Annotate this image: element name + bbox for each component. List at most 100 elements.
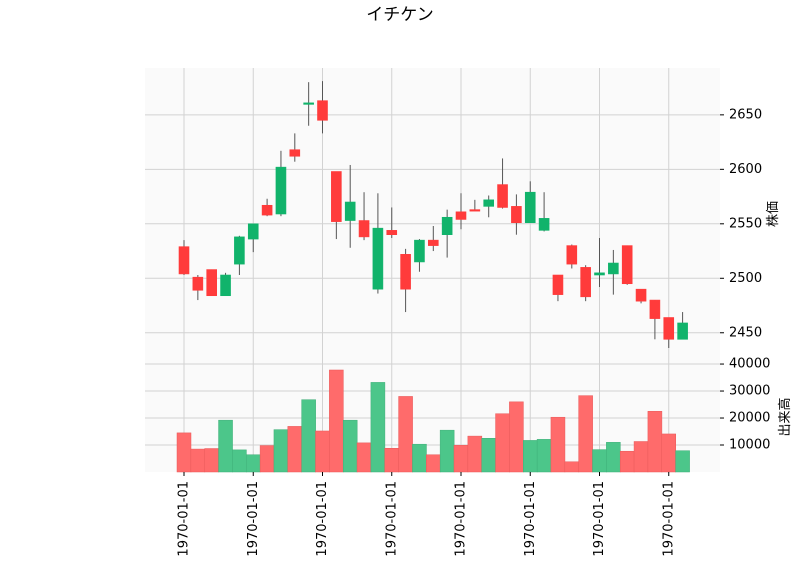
volume-bar (384, 448, 399, 473)
candle (206, 269, 217, 297)
candle (566, 244, 578, 269)
volume-bar (633, 441, 649, 473)
candle-body (580, 267, 591, 298)
candle (220, 272, 231, 297)
candle (275, 150, 287, 217)
candle-body (178, 246, 190, 275)
candle-body (594, 272, 605, 276)
candle-body (220, 274, 231, 297)
candle-body (372, 227, 384, 290)
candle (594, 237, 605, 287)
candle-body (677, 322, 688, 340)
x-tick-label: 1970-01-01 (592, 481, 607, 557)
price-tick-label: 2650 (729, 107, 762, 122)
volume-bar (550, 416, 566, 473)
price-tick-label: 2550 (729, 216, 762, 231)
volume-bar (190, 448, 206, 473)
candle-body (275, 166, 287, 215)
volume-tick-label: 30000 (729, 384, 770, 399)
volume-bar (426, 454, 441, 473)
candle-body (414, 239, 425, 263)
candle-body (400, 254, 411, 290)
candle-body (206, 269, 217, 297)
candle (372, 193, 384, 294)
candle (483, 195, 495, 218)
volume-bar (578, 395, 593, 473)
candle-body (663, 317, 675, 340)
volume-bar (218, 419, 233, 473)
x-tick-label: 1970-01-01 (177, 481, 192, 557)
candle (455, 193, 467, 230)
candle (358, 192, 370, 241)
candle (524, 181, 536, 224)
candle-body (538, 218, 550, 231)
candle (649, 299, 661, 340)
candle (331, 171, 342, 240)
price-axis-label: 株価 (766, 201, 781, 227)
x-tick-label: 1970-01-01 (454, 481, 469, 557)
candle (608, 249, 619, 295)
candle (303, 82, 314, 126)
candle-body (552, 274, 564, 295)
volume-bar (301, 399, 316, 473)
candle-body (317, 100, 328, 121)
candle (400, 248, 411, 313)
candle (234, 235, 245, 276)
volume-bar (564, 461, 580, 473)
volume-bar (439, 429, 455, 473)
volume-bar (329, 369, 344, 473)
candle (677, 312, 688, 340)
volume-bar (204, 448, 219, 473)
volume-bar (232, 449, 247, 473)
volume-bar (356, 442, 372, 473)
volume-bar (647, 411, 663, 473)
candle-body (234, 236, 245, 265)
candle-body (635, 288, 647, 302)
chart-title: イチケン (366, 5, 434, 25)
x-tick-label: 1970-01-01 (523, 481, 538, 557)
candle (289, 133, 301, 162)
volume-bar (315, 430, 330, 473)
volume-bar (675, 450, 690, 473)
candle-body (441, 216, 453, 236)
volume-tick-label: 20000 (729, 411, 770, 426)
volume-bar (453, 445, 469, 473)
volume-bar (467, 435, 483, 473)
candle (663, 317, 675, 349)
volume-bar (398, 396, 413, 473)
candle-body (289, 149, 301, 157)
volume-bar (606, 442, 621, 473)
x-tick-label: 1970-01-01 (315, 481, 330, 557)
candle-body (427, 239, 439, 246)
candle (469, 199, 481, 212)
candle-body (566, 245, 578, 265)
x-tick-label: 1970-01-01 (661, 481, 676, 557)
candle (427, 225, 439, 252)
candle (247, 223, 259, 253)
volume-tick-label: 40000 (729, 357, 770, 372)
volume-axis-label: 出来高 (777, 397, 793, 436)
candle-body (455, 211, 467, 220)
volume-bar (592, 449, 607, 473)
candle-body (483, 199, 495, 207)
volume-bar (287, 426, 303, 473)
volume-bar (342, 419, 358, 473)
candle-body (469, 209, 481, 212)
volume-bar (246, 454, 261, 473)
volume-bar (259, 445, 275, 473)
candle (497, 158, 508, 209)
volume-panel: 10000 20000 30000 40000 (145, 357, 770, 473)
x-axis: 1970-01-01 1970-01-01 1970-01-01 1970-01-01… (177, 472, 676, 557)
candle-body (524, 191, 536, 224)
candle-body (621, 245, 633, 285)
volume-bar (536, 439, 552, 473)
candle (552, 274, 564, 302)
candle (511, 194, 522, 235)
candle (441, 209, 453, 258)
candle (580, 265, 591, 302)
price-panel: 2450 2500 2550 2600 2650 (145, 68, 762, 360)
volume-bar (481, 438, 496, 473)
volume-bar (661, 433, 676, 473)
candle (538, 192, 550, 232)
